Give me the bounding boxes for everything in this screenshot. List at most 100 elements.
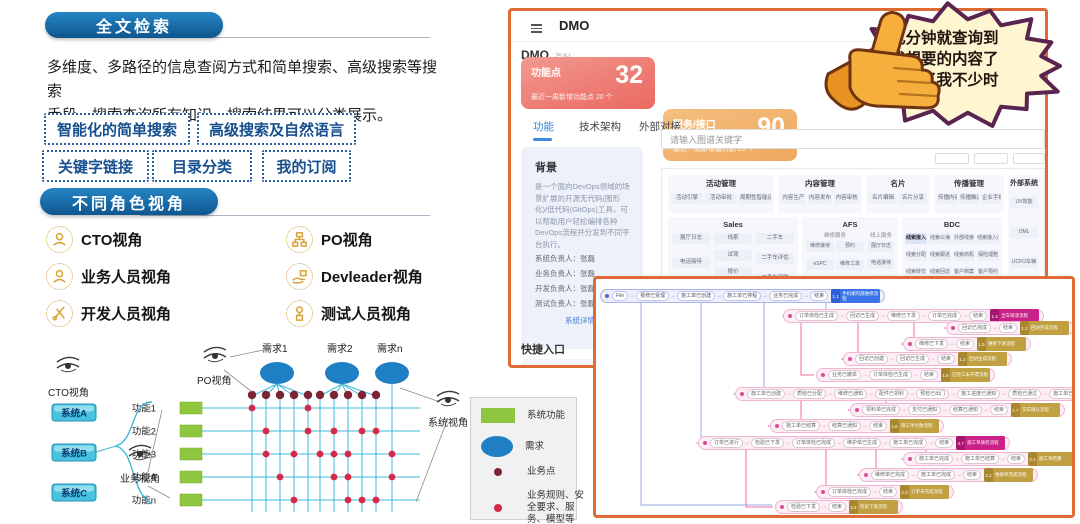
legend-mini-button[interactable]: [974, 153, 1008, 164]
flow-node[interactable]: 回访已生成: [846, 311, 880, 321]
flow-arrow-icon: →: [956, 472, 963, 478]
legend-mini-button[interactable]: [935, 153, 969, 164]
flow-node[interactable]: 检验已下发: [751, 438, 785, 448]
capability-tag[interactable]: 线索回访: [929, 267, 951, 278]
flow-badge-label: 施工单付款流程: [899, 419, 940, 433]
capability-tag[interactable]: 传播内容: [937, 193, 957, 204]
flow-node[interactable]: 施工单已排程: [723, 291, 762, 301]
flow-node[interactable]: 领料单已完成: [862, 405, 901, 415]
capability-tag[interactable]: OML: [1010, 227, 1038, 238]
capability-tag[interactable]: 线索商机: [953, 250, 975, 261]
flow-node[interactable]: 质检已分配: [793, 389, 827, 399]
capability-tag[interactable]: 展厅日志: [868, 241, 894, 252]
capability-tag[interactable]: 二手车: [756, 233, 794, 244]
rule-dot: [372, 496, 380, 504]
flow-node[interactable]: 施工单已完成: [917, 470, 956, 480]
flow-arrow-icon: →: [785, 440, 792, 446]
capability-tag[interactable]: 活动审批: [705, 193, 737, 204]
flow-node[interactable]: 施工单已排队: [1049, 389, 1072, 399]
capability-tag[interactable]: 二手车评估: [756, 253, 794, 264]
flow-arrow-icon: →: [1000, 456, 1007, 462]
system-detail-link[interactable]: 系统详情: [565, 316, 595, 325]
capability-tag[interactable]: 线索接入: [905, 233, 927, 244]
capability-tag[interactable]: 周期性智能运营: [739, 193, 771, 204]
capability-tag[interactable]: 线索: [714, 233, 752, 244]
flow-node[interactable]: 维护单已生成: [843, 438, 882, 448]
flow-node[interactable]: 维修已下发: [915, 339, 949, 349]
capability-tag[interactable]: UCFO车辆: [1010, 257, 1038, 268]
capability-tag[interactable]: 名片编辑: [869, 193, 897, 204]
quick-entry-card-stub[interactable]: [521, 359, 611, 365]
flow-node[interactable]: 回访已完成: [958, 323, 992, 333]
flow-node[interactable]: 业务已撤单: [828, 370, 862, 380]
capability-tag[interactable]: 报价: [714, 267, 752, 278]
capability-tag[interactable]: 内容发布: [807, 193, 833, 204]
flow-node[interactable]: 回访已创建: [855, 354, 889, 364]
tab-function[interactable]: 功能: [533, 121, 554, 141]
capability-tag[interactable]: 维修接待: [806, 241, 834, 252]
flow-node[interactable]: 订单已进行: [710, 438, 744, 448]
flow-node[interactable]: 施工单已完成: [889, 438, 928, 448]
capability-tag[interactable]: 名片分享: [899, 193, 927, 204]
capability-tag[interactable]: 电话接待: [868, 258, 894, 269]
capability-tag[interactable]: 维修工单: [836, 259, 864, 270]
capability-tag[interactable]: 电话接待: [672, 257, 710, 268]
requirement-label: 需求2: [327, 343, 353, 355]
capability-tag[interactable]: 传播触达: [959, 193, 979, 204]
capability-tag[interactable]: 内容审核: [834, 193, 860, 204]
flow-node[interactable]: 订单已完成: [928, 311, 962, 321]
flow-node[interactable]: 支付已通知: [908, 405, 942, 415]
flow-node[interactable]: 订单体检已生成: [869, 370, 913, 380]
flow-node[interactable]: File: [612, 291, 629, 301]
capability-tag[interactable]: 活动引擎: [671, 193, 703, 204]
capability-tag[interactable]: 客户预约: [977, 267, 999, 278]
flow-node[interactable]: 维修已通知: [834, 389, 868, 399]
rule-dot: [358, 427, 366, 435]
flow-node[interactable]: 结算已通知: [828, 421, 862, 431]
flow-arrow-icon: →: [983, 407, 990, 413]
flow-node[interactable]: 施工单已结算: [961, 454, 1000, 464]
flow-node[interactable]: 结算已通知: [949, 405, 983, 415]
capability-tag[interactable]: 线索分配: [905, 250, 927, 261]
flow-node[interactable]: 订单体检已完成: [792, 438, 836, 448]
flow-node[interactable]: 订单体检已生成: [795, 311, 839, 321]
flow-node[interactable]: 施工单已结算: [782, 421, 821, 431]
flow-node[interactable]: 维修单已完成: [871, 470, 910, 480]
capability-tag[interactable]: 保险理赔: [977, 250, 999, 261]
hamburger-menu-icon[interactable]: [531, 22, 542, 35]
capability-tag[interactable]: 外部线索: [953, 233, 975, 244]
flow-node[interactable]: 施工单已创建: [747, 389, 786, 399]
capability-tag[interactable]: 线索跟进: [929, 250, 951, 261]
flow-node[interactable]: 施工单已完成: [915, 454, 954, 464]
flow-node[interactable]: 检验已下发: [787, 502, 821, 512]
tab-tech-arch[interactable]: 技术架构: [579, 121, 621, 133]
capability-tag[interactable]: 展厅日志: [672, 233, 710, 244]
flow-node[interactable]: 施工进度已通知: [957, 389, 1001, 399]
flow-node[interactable]: 预检已出门: [916, 389, 950, 399]
flow-node[interactable]: 维修已下发: [887, 311, 921, 321]
capability-tag[interactable]: 企业手机: [981, 193, 1001, 204]
app-title: DMO: [559, 18, 590, 33]
capability-tag[interactable]: eSPC: [806, 259, 834, 270]
capability-tag[interactable]: 试驾: [714, 250, 752, 261]
capability-tag[interactable]: UV效能: [1010, 197, 1038, 208]
flow-node[interactable]: 回访已生成: [896, 354, 930, 364]
stat-card[interactable]: 功能点 32 最近一周新增功能点 20 个: [521, 57, 655, 109]
capability-tag[interactable]: 内容生产: [781, 193, 806, 204]
capability-tag[interactable]: 线索转交: [905, 267, 927, 278]
flow-node[interactable]: 业务已完成: [769, 291, 803, 301]
group-tags: 传播内容传播触达企业手机: [937, 193, 1001, 204]
capability-tag[interactable]: 线索接入/分配: [977, 233, 999, 244]
flow-node[interactable]: 订单体检已完成: [828, 487, 872, 497]
flow-node[interactable]: 施工单已创建: [677, 291, 716, 301]
legend-item: 业务规则、安全要求、服务、模型等: [481, 490, 587, 524]
flow-end-node: 结束: [920, 370, 939, 380]
capability-tag[interactable]: 线索公海: [929, 233, 951, 244]
flow-node[interactable]: 配件已领料: [875, 389, 909, 399]
flow-node[interactable]: 质检已通过: [1008, 389, 1042, 399]
graph-search-input[interactable]: 请输入图谱关键字: [661, 129, 1045, 149]
legend-mini-button[interactable]: [1013, 153, 1045, 164]
capability-tag[interactable]: 预约: [836, 241, 864, 252]
capability-tag[interactable]: 客户档案: [953, 267, 975, 278]
flow-node[interactable]: 报修已受理: [636, 291, 670, 301]
